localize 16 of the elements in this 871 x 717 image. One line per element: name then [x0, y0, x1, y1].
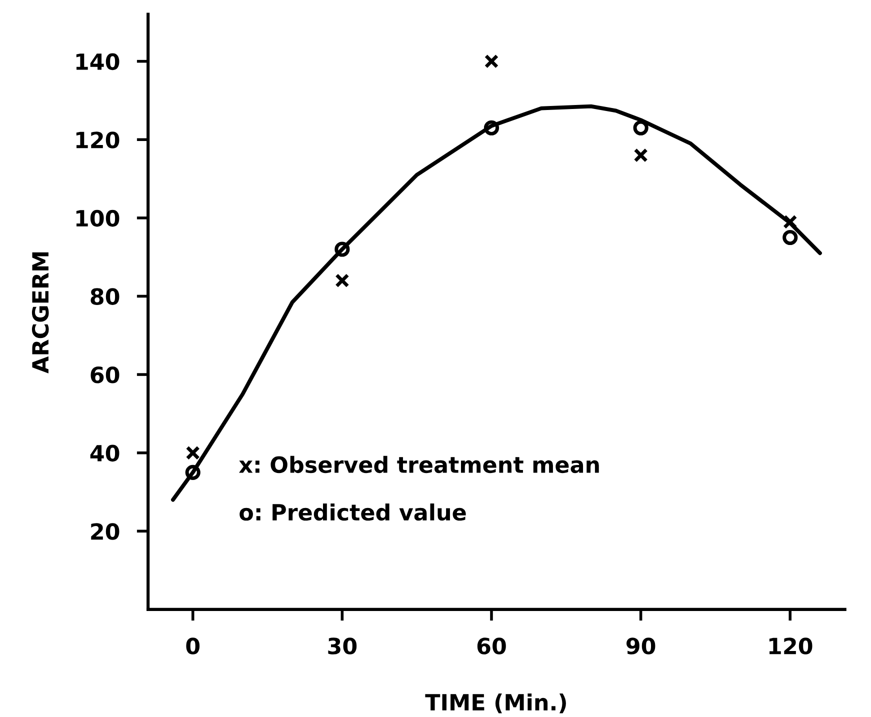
annotation: o: Predicted value [240, 503, 466, 521]
y-tick-label: 60 [90, 366, 120, 384]
y-tick-label: 20 [91, 523, 120, 540]
x-tick-label: 60 [477, 638, 506, 654]
x-tick-label: 120 [769, 638, 812, 654]
x-tick-label: 90 [626, 638, 656, 654]
y-tick-label: 120 [76, 132, 120, 148]
annotation: x: Observed treatment mean [238, 456, 599, 474]
x-axis-title: TIME (Min.) [425, 693, 566, 714]
x-tick-label: 30 [328, 638, 357, 654]
y-tick-label: 40 [90, 444, 120, 462]
y-tick-label: 80 [90, 288, 120, 305]
y-axis-title: ARCGERM [32, 252, 49, 374]
x-tick-label: 0 [186, 638, 200, 654]
y-tick-label: 100 [76, 210, 120, 227]
y-tick-label: 140 [76, 53, 120, 70]
